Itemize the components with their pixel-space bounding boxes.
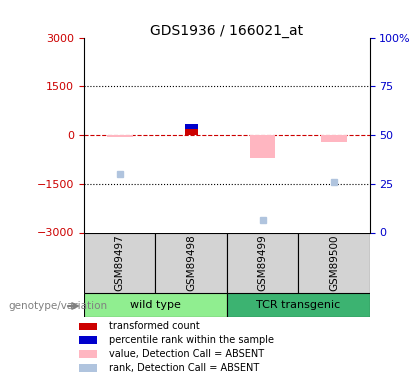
Bar [321,135,347,141]
Text: GSM89498: GSM89498 [186,234,196,291]
Bar [249,135,276,158]
Text: genotype/variation: genotype/variation [8,301,108,310]
Bar [185,129,197,135]
Bar [79,364,97,372]
Bar [79,336,97,344]
Text: TCR transgenic: TCR transgenic [256,300,340,310]
Text: value, Detection Call = ABSENT: value, Detection Call = ABSENT [109,349,264,359]
FancyBboxPatch shape [298,232,370,292]
Text: GSM89500: GSM89500 [329,234,339,291]
Bar [79,350,97,358]
FancyBboxPatch shape [84,232,155,292]
Bar [79,322,97,330]
FancyBboxPatch shape [84,292,227,317]
FancyBboxPatch shape [227,292,370,317]
Text: wild type: wild type [130,300,181,310]
Bar [107,135,133,137]
Bar [185,124,197,129]
Text: percentile rank within the sample: percentile rank within the sample [109,335,274,345]
Text: GSM89497: GSM89497 [115,234,125,291]
FancyBboxPatch shape [155,232,227,292]
FancyBboxPatch shape [227,232,298,292]
Text: GSM89499: GSM89499 [257,234,268,291]
Text: rank, Detection Call = ABSENT: rank, Detection Call = ABSENT [109,363,260,373]
Text: GDS1936 / 166021_at: GDS1936 / 166021_at [150,24,303,38]
Text: transformed count: transformed count [109,321,200,332]
